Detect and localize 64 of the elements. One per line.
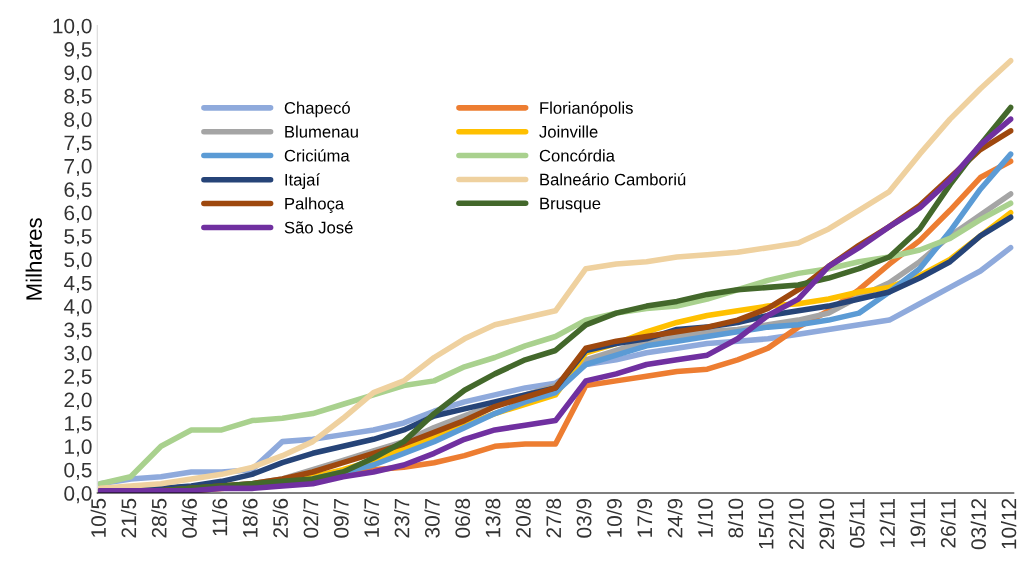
- y-tick-label: 1,5: [65, 416, 92, 434]
- legend-label: Brusque: [540, 197, 601, 213]
- legend-label: Blumenau: [285, 125, 358, 138]
- legend-label: Criciúma: [284, 149, 350, 162]
- y-tick-label: 9,5: [64, 42, 92, 60]
- x-tick-label: 13/8: [485, 498, 501, 537]
- x-tick-label: 10/9: [606, 498, 622, 537]
- y-tick-label: 2,0: [64, 392, 92, 410]
- x-tick-label: 20/8: [515, 498, 531, 538]
- x-tick-label: 12/11: [879, 498, 895, 547]
- y-tick-label: 3,0: [64, 345, 92, 364]
- y-tick-label: 1,0: [65, 439, 92, 457]
- legend-label: São José: [284, 221, 353, 234]
- legend-label: Palhoça: [285, 197, 345, 213]
- y-axis-title: Milhares: [25, 218, 42, 300]
- legend-label: Balneário Camboriú: [540, 173, 686, 186]
- x-tick-label: 16/7: [363, 498, 380, 537]
- x-tick-label: 28/5: [151, 498, 167, 538]
- y-tick-label: 8,5: [64, 88, 92, 106]
- y-tick-label: 6,5: [64, 182, 92, 200]
- x-tick-label: 06/8: [454, 498, 471, 538]
- y-tick-label: 3,5: [64, 322, 92, 340]
- x-tick-label: 05/11: [849, 498, 865, 548]
- y-tick-label: 5,0: [64, 252, 92, 270]
- legend-label: Concórdia: [539, 149, 615, 162]
- y-tick-label: 0,5: [64, 462, 92, 480]
- x-tick-label: 30/7: [424, 498, 440, 538]
- x-tick-label: 11/6: [211, 498, 228, 536]
- y-tick-label: 6,0: [64, 205, 92, 223]
- legend-label: Itajaí: [285, 173, 320, 189]
- x-tick-label: 10/5: [90, 498, 106, 537]
- y-tick-label: 10,0: [53, 18, 92, 36]
- x-tick-label: 15/10: [758, 498, 774, 549]
- x-tick-label: 19/11: [909, 498, 926, 547]
- y-tick-label: 0,0: [64, 486, 92, 504]
- x-tick-label: 23/7: [394, 498, 410, 538]
- x-tick-label: 1/10: [697, 498, 713, 537]
- y-tick-label: 8,0: [64, 112, 92, 130]
- x-tick-label: 24/9: [667, 498, 683, 538]
- y-tick-label: 9,0: [64, 65, 92, 83]
- legend-label: Florianópolis: [540, 101, 633, 118]
- y-tick-label: 4,0: [63, 299, 92, 317]
- x-tick-label: 10/12: [1001, 498, 1017, 549]
- x-tick-label: 02/7: [303, 498, 319, 538]
- x-tick-label: 21/5: [120, 498, 137, 538]
- y-tick-label: 4,5: [63, 275, 92, 293]
- x-tick-label: 8/10: [727, 498, 744, 538]
- legend-label: Joinville: [539, 125, 598, 138]
- x-tick-label: 22/10: [788, 498, 804, 549]
- x-tick-label: 27/8: [545, 498, 562, 538]
- x-tick-label: 26/11: [940, 498, 956, 548]
- x-tick-label: 03/12: [970, 498, 986, 550]
- x-tick-label: 09/7: [333, 498, 349, 538]
- x-tick-label: 03/9: [576, 498, 592, 538]
- y-tick-label: 7,5: [64, 135, 92, 153]
- y-tick-label: 5,5: [64, 229, 92, 247]
- x-tick-label: 17/9: [636, 498, 653, 537]
- y-tick-label: 7,0: [64, 158, 92, 177]
- x-tick-label: 04/6: [181, 498, 197, 538]
- x-tick-label: 18/6: [242, 498, 258, 537]
- legend-label: Chapecó: [284, 101, 350, 118]
- x-tick-label: 29/10: [818, 498, 835, 549]
- y-tick-label: 2,5: [64, 369, 92, 387]
- x-tick-label: 25/6: [272, 498, 288, 538]
